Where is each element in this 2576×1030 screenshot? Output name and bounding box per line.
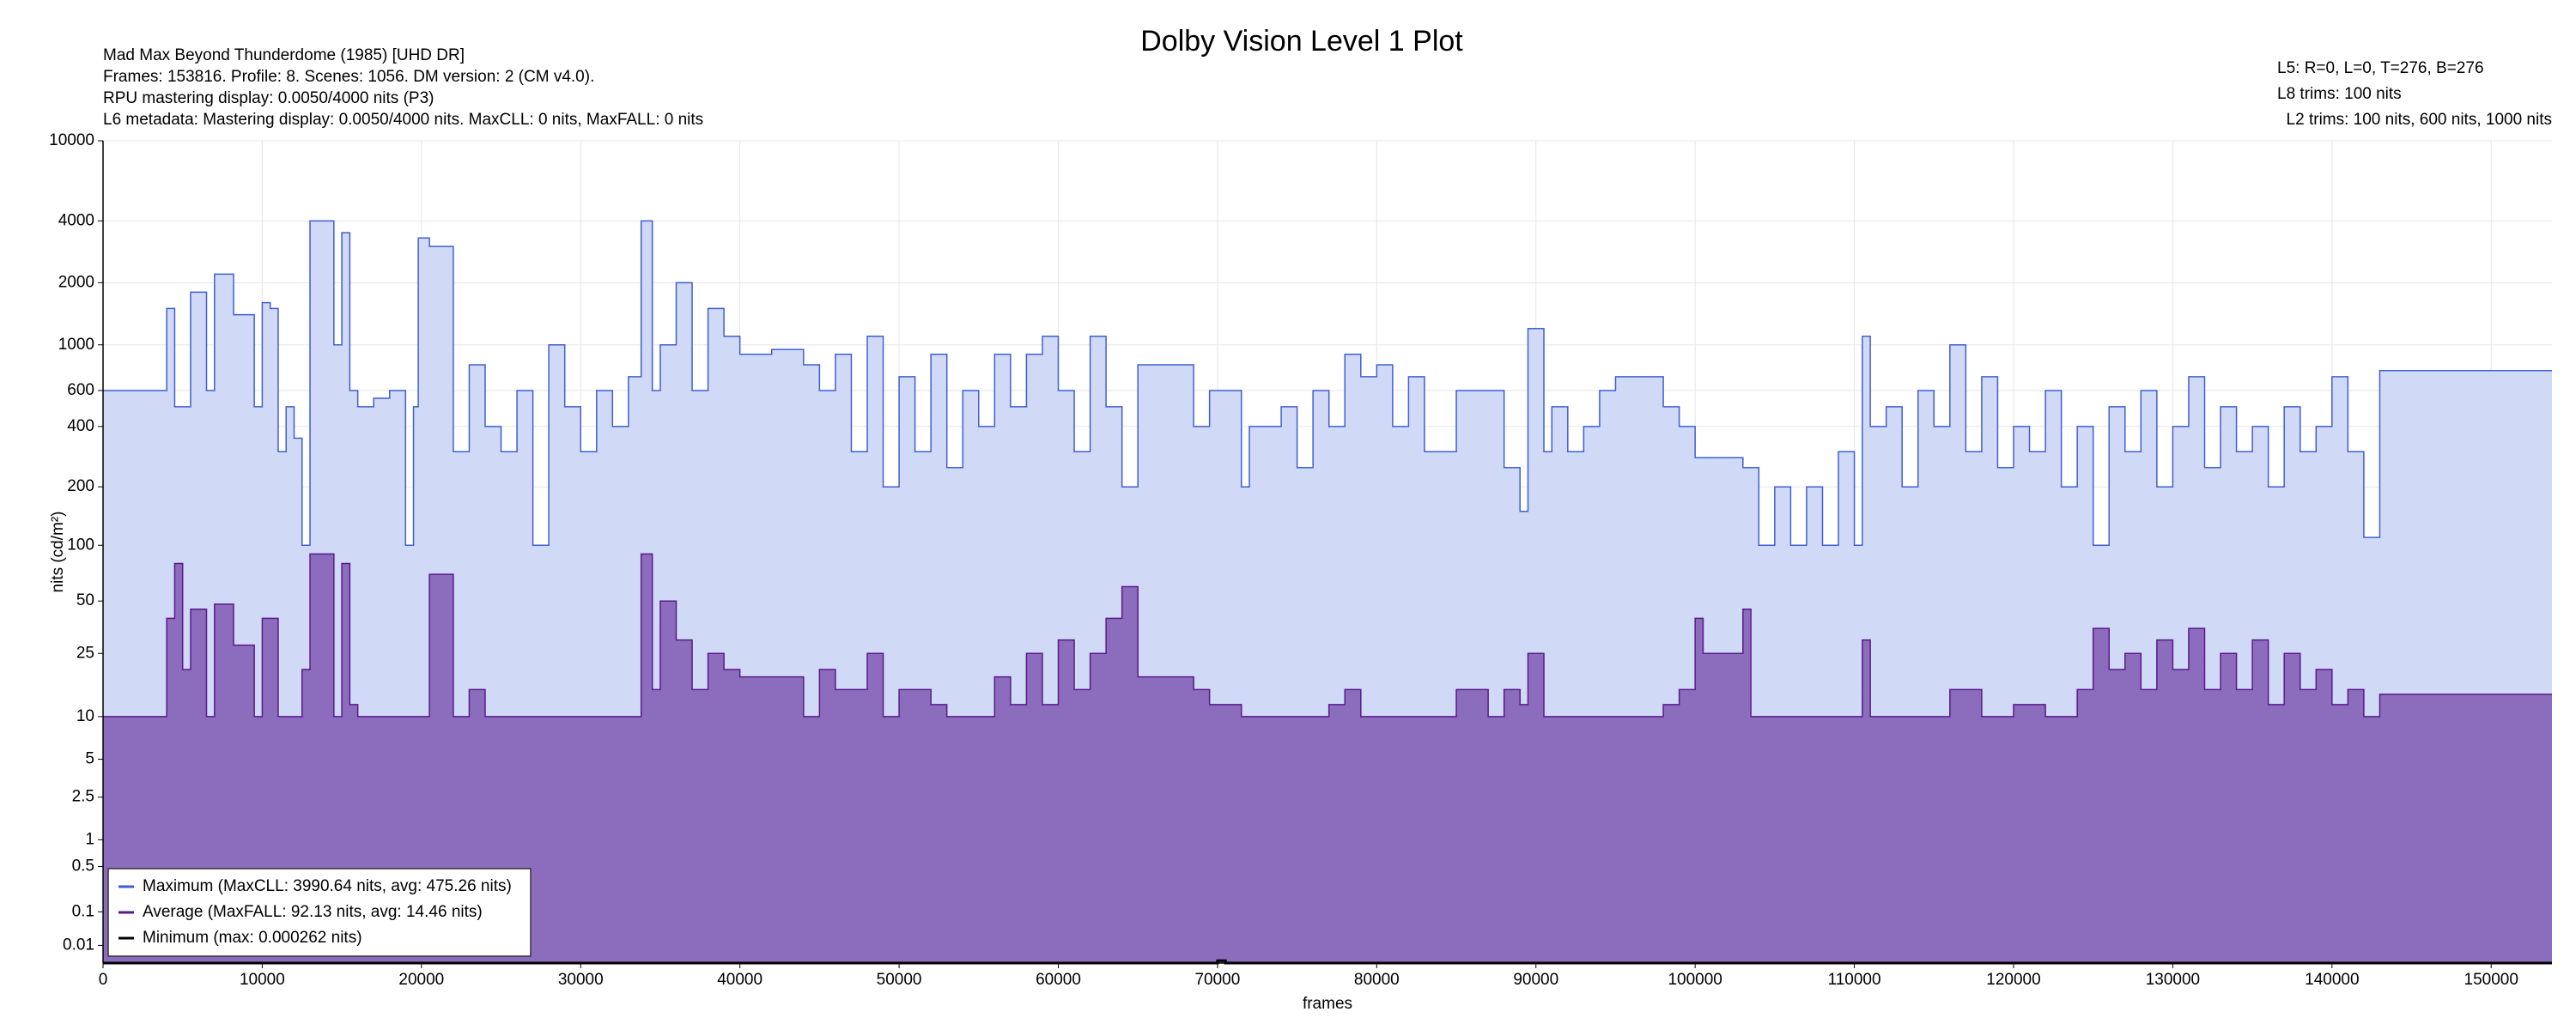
y-tick-label: 2000: [58, 273, 94, 291]
y-tick-label: 0.1: [72, 902, 94, 920]
y-tick-label: 4000: [58, 211, 94, 229]
y-tick-label: 400: [67, 417, 94, 435]
x-tick-label: 40000: [717, 971, 762, 989]
series-line: [103, 220, 2552, 547]
x-tick-label: 60000: [1036, 971, 1081, 989]
x-tick-label: 70000: [1194, 971, 1240, 989]
x-tick-label: 30000: [558, 971, 604, 989]
y-tick-label: 100: [67, 536, 94, 554]
legend-label: Average (MaxFALL: 92.13 nits, avg: 14.46…: [143, 903, 483, 921]
x-tick-label: 50000: [877, 971, 922, 989]
legend-box: [107, 868, 532, 957]
y-tick-label: 10: [76, 707, 94, 725]
legend: Maximum (MaxCLL: 3990.64 nits, avg: 475.…: [107, 868, 532, 957]
series-line: [103, 553, 2552, 718]
info-line: Mad Max Beyond Thunderdome (1985) [UHD D…: [103, 46, 465, 64]
x-axis-label: frames: [1303, 995, 1352, 1013]
y-tick-label: 1000: [58, 336, 94, 354]
x-tick-label: 10000: [240, 971, 285, 989]
x-tick-label: 20000: [398, 971, 444, 989]
y-tick-label: 5: [85, 750, 94, 768]
y-tick-label: 200: [67, 477, 94, 495]
legend-label: Maximum (MaxCLL: 3990.64 nits, avg: 475.…: [143, 877, 512, 895]
chart-title: Dolby Vision Level 1 Plot: [1140, 25, 1463, 58]
info-line: RPU mastering display: 0.0050/4000 nits …: [103, 89, 434, 107]
x-tick-label: 150000: [2464, 971, 2518, 989]
legend-label: Minimum (max: 0.000262 nits): [143, 929, 362, 947]
x-tick-label: 0: [99, 971, 108, 989]
y-tick-label: 0.5: [72, 857, 94, 875]
y-tick-label: 10000: [49, 131, 94, 149]
x-tick-label: 140000: [2305, 971, 2359, 989]
info-line: L8 trims: 100 nits: [2277, 85, 2402, 103]
y-tick-label: 600: [67, 381, 94, 399]
y-tick-label: 50: [76, 591, 94, 609]
x-tick-label: 90000: [1513, 971, 1558, 989]
x-tick-label: 110000: [1828, 971, 1881, 989]
info-line: L5: R=0, L=0, T=276, B=276: [2277, 59, 2484, 77]
y-tick-label: 0.01: [63, 936, 94, 954]
x-tick-label: 120000: [1986, 971, 2040, 989]
y-tick-label: 1: [85, 830, 94, 848]
info-line: Frames: 153816. Profile: 8. Scenes: 1056…: [103, 68, 594, 86]
y-tick-label: 25: [76, 644, 94, 662]
x-tick-label: 80000: [1354, 971, 1400, 989]
y-axis-label: nits (cd/m²): [49, 512, 67, 593]
info-line: L6 metadata: Mastering display: 0.0050/4…: [103, 111, 703, 129]
x-tick-label: 130000: [2146, 971, 2200, 989]
series-area: [103, 554, 2552, 963]
x-tick-label: 100000: [1668, 971, 1722, 989]
info-line: L2 trims: 100 nits, 600 nits, 1000 nits: [2287, 111, 2552, 129]
y-tick-label: 2.5: [72, 788, 94, 806]
